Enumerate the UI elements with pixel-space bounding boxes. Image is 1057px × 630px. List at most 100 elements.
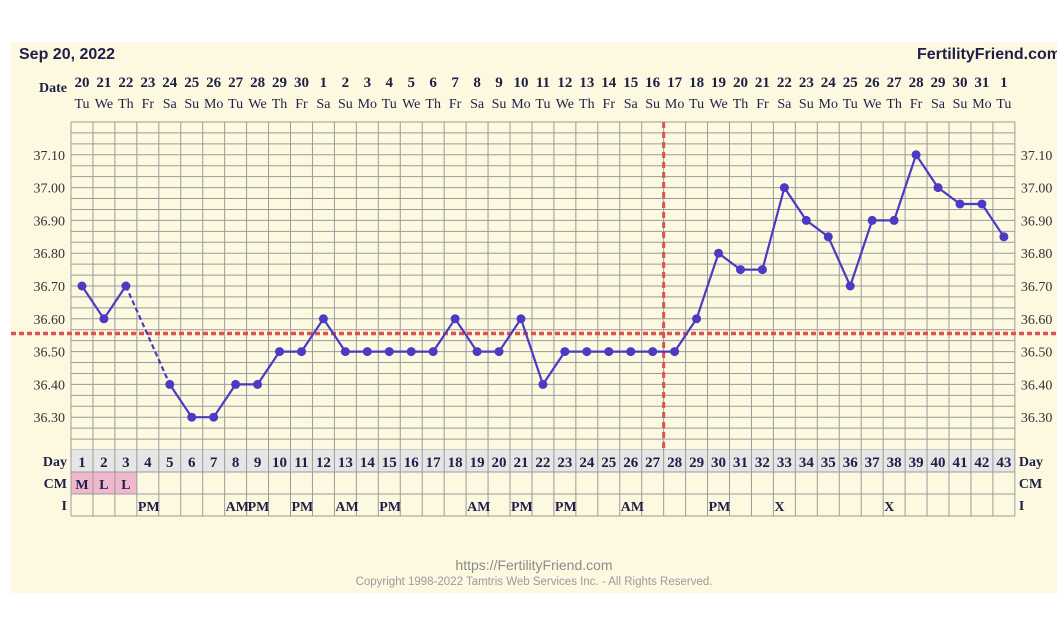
weekday-label: Th	[425, 97, 441, 112]
intercourse-label: PM	[555, 500, 577, 515]
cycle-day-label: 13	[338, 455, 353, 471]
weekday-label: Tu	[996, 97, 1011, 112]
temp-segment	[893, 154, 918, 221]
intercourse-label: X	[884, 500, 894, 515]
cycle-day-label: 30	[711, 455, 726, 471]
weekday-label: Mo	[665, 97, 684, 112]
cm-label: L	[99, 478, 108, 493]
intercourse-label: AM	[467, 500, 490, 515]
y-tick-label-left: 37.00	[34, 182, 66, 197]
y-tick-label-right: 36.30	[1021, 411, 1053, 426]
date-label: 24	[162, 75, 178, 91]
temp-point	[253, 379, 263, 389]
temp-point	[340, 347, 350, 357]
y-tick-label-right: 36.80	[1021, 247, 1053, 262]
y-tick-label-left: 37.10	[34, 149, 66, 164]
temp-point	[516, 314, 526, 324]
temp-point	[560, 347, 570, 357]
temp-segment	[256, 350, 281, 386]
y-tick-label-left: 36.50	[34, 346, 66, 361]
weekday-label: Su	[338, 97, 353, 112]
cycle-day-label: 17	[426, 455, 442, 471]
date-label: 23	[140, 75, 155, 91]
temp-segment	[761, 187, 786, 270]
date-label: 30	[294, 75, 309, 91]
day-row-background	[71, 450, 1015, 472]
date-label: 1	[1000, 75, 1008, 91]
weekday-label: We	[709, 97, 727, 112]
brand-name: FertilityFriend.com	[916, 46, 1057, 63]
temp-segment	[849, 220, 874, 287]
temp-segment	[81, 285, 105, 320]
y-tick-label-right: 36.60	[1021, 313, 1053, 328]
date-label: 13	[579, 75, 594, 91]
cycle-day-label: 22	[535, 455, 550, 471]
date-label: 20	[74, 75, 89, 91]
cycle-day-label: 25	[601, 455, 616, 471]
weekday-label: Sa	[470, 97, 485, 112]
date-label: 22	[777, 75, 792, 91]
cycle-day-label: 29	[689, 455, 704, 471]
temp-point	[692, 314, 702, 324]
weekday-label: Fr	[449, 97, 462, 112]
date-label: 4	[386, 75, 394, 91]
intercourse-label: PM	[248, 500, 270, 515]
y-tick-label-left: 36.40	[34, 378, 66, 393]
temp-point	[538, 379, 548, 389]
weekday-label: We	[248, 97, 266, 112]
cycle-day-label: 21	[513, 455, 528, 471]
cycle-day-label: 27	[645, 455, 661, 471]
cycle-day-label: 35	[821, 455, 836, 471]
weekday-label: Th	[886, 97, 902, 112]
cycle-day-label: 5	[166, 455, 174, 471]
temp-point	[384, 347, 394, 357]
temp-point	[779, 183, 789, 193]
temp-point	[889, 215, 899, 225]
y-tick-label-left: 36.80	[34, 247, 66, 262]
cycle-day-label: 10	[272, 455, 287, 471]
cycle-day-label: 12	[316, 455, 331, 471]
temp-segment	[981, 203, 1005, 238]
weekday-label: Su	[645, 97, 660, 112]
weekday-label: Sa	[163, 97, 178, 112]
temp-point	[406, 347, 416, 357]
cycle-day-label: 7	[210, 455, 218, 471]
date-label: 20	[733, 75, 748, 91]
date-label: 8	[473, 75, 481, 91]
date-label: 29	[931, 75, 946, 91]
date-label: 30	[952, 75, 967, 91]
weekday-label: Fr	[142, 97, 155, 112]
date-label: 16	[645, 75, 661, 91]
weekday-label: Mo	[972, 97, 991, 112]
weekday-label: Sa	[624, 97, 639, 112]
y-tick-label-right: 36.50	[1021, 346, 1053, 361]
date-label: 23	[799, 75, 814, 91]
date-label: 19	[711, 75, 726, 91]
intercourse-label: PM	[379, 500, 401, 515]
temp-point	[296, 347, 306, 357]
cycle-day-label: 37	[865, 455, 881, 471]
intercourse-label: PM	[292, 500, 314, 515]
temp-segment	[673, 318, 698, 353]
weekday-label: Mo	[819, 97, 838, 112]
date-label: 21	[755, 75, 770, 91]
temp-point	[977, 199, 987, 209]
footer-url[interactable]: https://FertilityFriend.com	[455, 557, 613, 573]
temp-point	[867, 215, 877, 225]
cycle-day-label: 20	[492, 455, 507, 471]
date-label: 22	[118, 75, 133, 91]
weekday-label: Mo	[511, 97, 530, 112]
cm-cell-fill	[114, 472, 137, 494]
cycle-day-label: 40	[931, 455, 946, 471]
cycle-day-label: 36	[843, 455, 859, 471]
weekday-label: Th	[733, 97, 749, 112]
date-label: 27	[228, 75, 244, 91]
y-tick-label-left: 36.90	[34, 214, 66, 229]
weekday-label: Tu	[228, 97, 243, 112]
temp-point	[99, 314, 109, 324]
intercourse-row-label-right: I	[1019, 499, 1024, 514]
temp-point	[999, 232, 1009, 242]
date-label: 21	[96, 75, 111, 91]
temp-segment	[827, 236, 852, 287]
intercourse-label: PM	[511, 500, 533, 515]
